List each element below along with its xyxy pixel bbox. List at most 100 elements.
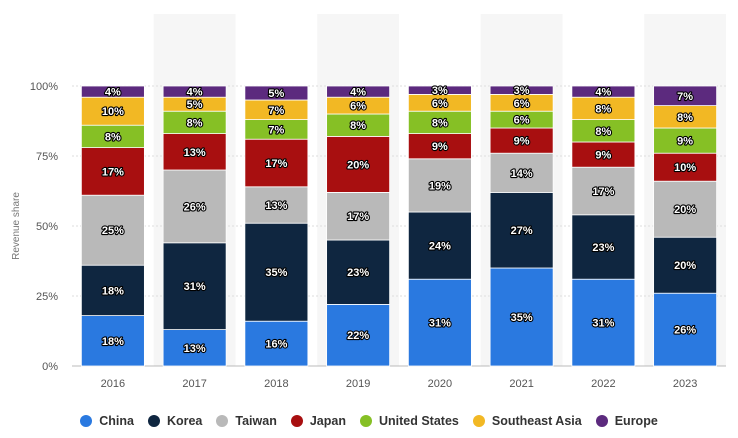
y-tick-label: 75% (36, 151, 58, 163)
stacked-bar-chart: 0% 25% 50% 75% 100% Revenue share 18% 18% 25% 17%… (11, 81, 726, 390)
legend-item-southeast-asia[interactable]: Southeast Asia (472, 414, 582, 428)
data-label: 8% (105, 131, 121, 143)
data-label: 31% (184, 281, 206, 293)
data-label: 6% (432, 98, 448, 110)
data-label: 16% (265, 339, 287, 351)
legend-swatch (216, 415, 229, 427)
data-label: 9% (514, 136, 530, 148)
legend-label: Southeast Asia (491, 414, 582, 428)
bar-segment-taiwan[interactable] (407, 158, 472, 213)
legend-label: Taiwan (235, 414, 277, 428)
legend-item-korea[interactable]: Korea (147, 414, 202, 428)
bar-segment-korea[interactable] (326, 239, 391, 305)
data-label: 6% (514, 98, 530, 110)
legend-label: Europe (614, 414, 658, 428)
data-label: 4% (350, 87, 366, 99)
data-label: 10% (102, 106, 124, 118)
bar-segment-japan[interactable] (653, 152, 718, 182)
data-label: 20% (674, 260, 696, 272)
legend-swatch (359, 415, 372, 427)
data-label: 35% (265, 267, 287, 279)
bar-segment-europe[interactable] (80, 85, 145, 98)
bar-segment-europe[interactable] (571, 85, 636, 98)
data-label: 4% (187, 87, 203, 99)
bar-segment-japan[interactable] (80, 147, 145, 196)
legend-item-japan[interactable]: Japan (290, 414, 346, 428)
data-label: 31% (429, 318, 451, 330)
data-label: 17% (265, 158, 287, 170)
data-label: 20% (347, 159, 369, 171)
data-label: 8% (432, 117, 448, 129)
y-tick-label: 100% (30, 81, 58, 93)
data-label: 5% (268, 88, 284, 100)
bar-segment-europe[interactable] (653, 85, 718, 107)
y-tick-label: 0% (42, 361, 58, 373)
bar-segment-korea[interactable] (571, 214, 636, 280)
legend-swatch (472, 415, 485, 427)
legend-item-taiwan[interactable]: Taiwan (216, 414, 277, 428)
data-label: 9% (595, 150, 611, 162)
x-tick-label: 2018 (264, 378, 288, 390)
data-label: 26% (674, 325, 696, 337)
bar-segment-korea[interactable] (489, 191, 554, 269)
legend-item-united-states[interactable]: United States (359, 414, 459, 428)
bar-segment-europe[interactable] (407, 85, 472, 95)
bar-segment-taiwan[interactable] (162, 169, 227, 244)
bar-segment-china[interactable] (80, 315, 145, 367)
legend-item-china[interactable]: China (80, 414, 134, 428)
bar-segment-taiwan[interactable] (326, 191, 391, 241)
bar-segment-taiwan[interactable] (489, 152, 554, 193)
bar-segment-japan[interactable] (244, 138, 309, 188)
legend-label: United States (378, 414, 459, 428)
bar-segment-taiwan[interactable] (80, 194, 145, 266)
legend-item-europe[interactable]: Europe (595, 414, 658, 428)
bar-segment-korea[interactable] (244, 222, 309, 322)
bar-segment-china[interactable] (326, 303, 391, 367)
bar-segment-china[interactable] (244, 320, 309, 367)
bar-segment-japan[interactable] (162, 133, 227, 171)
bar-segment-china[interactable] (653, 292, 718, 367)
data-label: 14% (511, 168, 533, 180)
data-label: 20% (674, 204, 696, 216)
data-label: 8% (350, 120, 366, 132)
bar-segment-japan[interactable] (489, 127, 554, 154)
bar-segment-taiwan[interactable] (244, 186, 309, 224)
data-label: 23% (592, 242, 614, 254)
x-tick-label: 2019 (346, 378, 370, 390)
data-label: 6% (350, 101, 366, 113)
bar-segment-japan[interactable] (326, 135, 391, 193)
data-label: 13% (184, 343, 206, 355)
bar-segment-europe[interactable] (244, 85, 309, 101)
chart-legend: China Korea Taiwan Japan United States Southe… (0, 414, 738, 428)
bar-segment-china[interactable] (407, 278, 472, 367)
bar-segment-japan[interactable] (407, 133, 472, 160)
data-label: 26% (184, 201, 206, 213)
bar-segment-korea[interactable] (162, 242, 227, 331)
data-label: 4% (105, 87, 121, 99)
bar-segment-korea[interactable] (80, 264, 145, 317)
data-label: 3% (432, 85, 448, 97)
bar-segment-europe[interactable] (162, 85, 227, 98)
bar-segment-united-states[interactable] (653, 127, 718, 154)
data-label: 18% (102, 285, 124, 297)
bar-segment-china[interactable] (571, 278, 636, 367)
legend-swatch (147, 415, 160, 427)
data-label: 17% (592, 186, 614, 198)
data-label: 4% (595, 87, 611, 99)
legend-label: China (99, 414, 134, 428)
bar-segment-europe[interactable] (326, 85, 391, 98)
bar-segment-japan[interactable] (571, 141, 636, 168)
y-tick-label: 50% (36, 221, 58, 233)
bar-segment-southeast-asia[interactable] (80, 96, 145, 126)
bar-segment-taiwan[interactable] (653, 180, 718, 238)
x-tick-label: 2020 (428, 378, 452, 390)
bar-segment-korea[interactable] (407, 211, 472, 280)
data-label: 5% (187, 99, 203, 111)
bar-segment-korea[interactable] (653, 236, 718, 294)
x-tick-label: 2017 (182, 378, 206, 390)
bar-segment-europe[interactable] (489, 85, 554, 95)
data-label: 22% (347, 330, 369, 342)
bar-segment-taiwan[interactable] (571, 166, 636, 216)
data-label: 9% (432, 141, 448, 153)
